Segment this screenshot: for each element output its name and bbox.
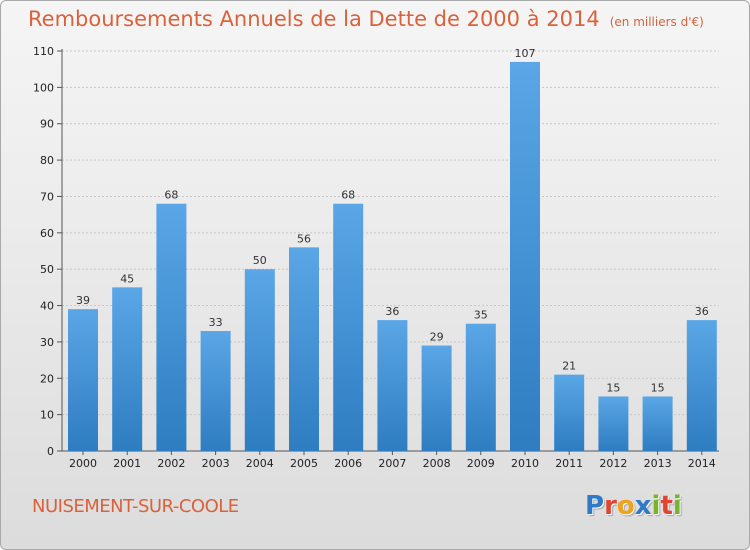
bar — [112, 287, 143, 451]
bar — [200, 331, 231, 451]
logo-letter: t — [660, 491, 673, 521]
bar — [333, 203, 364, 451]
bar — [642, 396, 673, 451]
y-tick-label: 20 — [40, 372, 54, 385]
bar — [554, 374, 585, 451]
data-label: 35 — [474, 309, 488, 322]
chart-title-text: Remboursements Annuels de la Dette de 20… — [28, 7, 600, 31]
y-tick-label: 60 — [40, 227, 54, 240]
x-tick-label: 2013 — [644, 457, 672, 470]
data-label: 56 — [297, 232, 311, 245]
bar — [510, 61, 540, 452]
bar — [156, 203, 187, 451]
logo-letter: P — [585, 491, 605, 521]
x-tick-label: 2002 — [157, 457, 185, 470]
data-label: 33 — [209, 316, 223, 329]
logo-letter: i — [651, 491, 661, 521]
y-tick-label: 30 — [40, 336, 54, 349]
proxiti-logo: Proxiti — [585, 491, 682, 521]
data-label: 29 — [430, 331, 444, 344]
logo-letter: x — [634, 491, 652, 521]
bar — [598, 396, 629, 451]
x-tick-label: 2009 — [467, 457, 495, 470]
data-label: 36 — [695, 305, 709, 318]
logo-letter: o — [616, 491, 635, 521]
y-tick-label: 110 — [33, 45, 54, 58]
x-tick-label: 2012 — [599, 457, 627, 470]
y-tick-label: 70 — [40, 190, 54, 203]
x-tick-label: 2003 — [202, 457, 230, 470]
x-tick-label: 2000 — [69, 457, 97, 470]
y-tick-label: 100 — [33, 81, 54, 94]
data-label: 15 — [606, 381, 620, 394]
x-tick-label: 2010 — [511, 457, 539, 470]
data-label: 15 — [651, 381, 665, 394]
bar — [421, 345, 452, 451]
data-label: 39 — [76, 294, 90, 307]
bar — [377, 320, 408, 451]
labels: 0 10 20 30 40 50 60 70 80 90 100 110 39 2000 45 2001 68 2… — [33, 45, 716, 470]
data-label: 107 — [515, 47, 536, 60]
bar — [244, 269, 275, 451]
data-label: 50 — [253, 254, 267, 267]
y-tick-label: 10 — [40, 409, 54, 422]
bar — [465, 323, 496, 451]
unit-note: (en milliers d'€) — [609, 15, 704, 29]
y-tick-label: 50 — [40, 263, 54, 276]
y-tick-label: 0 — [47, 445, 54, 458]
logo-letter: r — [604, 491, 617, 521]
logo-letter: i — [672, 491, 682, 521]
data-label: 68 — [164, 189, 178, 202]
bar — [686, 320, 717, 451]
chart-title: Remboursements Annuels de la Dette de 20… — [28, 7, 704, 31]
x-tick-label: 2005 — [290, 457, 318, 470]
x-tick-label: 2004 — [246, 457, 274, 470]
place-name: NUISEMENT-SUR-COOLE — [32, 496, 239, 517]
data-label: 36 — [385, 305, 399, 318]
bars — [68, 61, 717, 452]
y-tick-label: 90 — [40, 118, 54, 131]
data-label: 21 — [562, 360, 576, 373]
y-tick-label: 40 — [40, 300, 54, 313]
data-label: 45 — [120, 272, 134, 285]
bar — [289, 247, 319, 451]
x-tick-label: 2007 — [378, 457, 406, 470]
data-label: 68 — [341, 189, 355, 202]
bar — [68, 309, 98, 451]
x-tick-label: 2001 — [113, 457, 141, 470]
x-tick-label: 2006 — [334, 457, 362, 470]
x-tick-label: 2008 — [423, 457, 451, 470]
y-tick-label: 80 — [40, 154, 54, 167]
x-tick-label: 2014 — [688, 457, 716, 470]
x-tick-label: 2011 — [555, 457, 583, 470]
